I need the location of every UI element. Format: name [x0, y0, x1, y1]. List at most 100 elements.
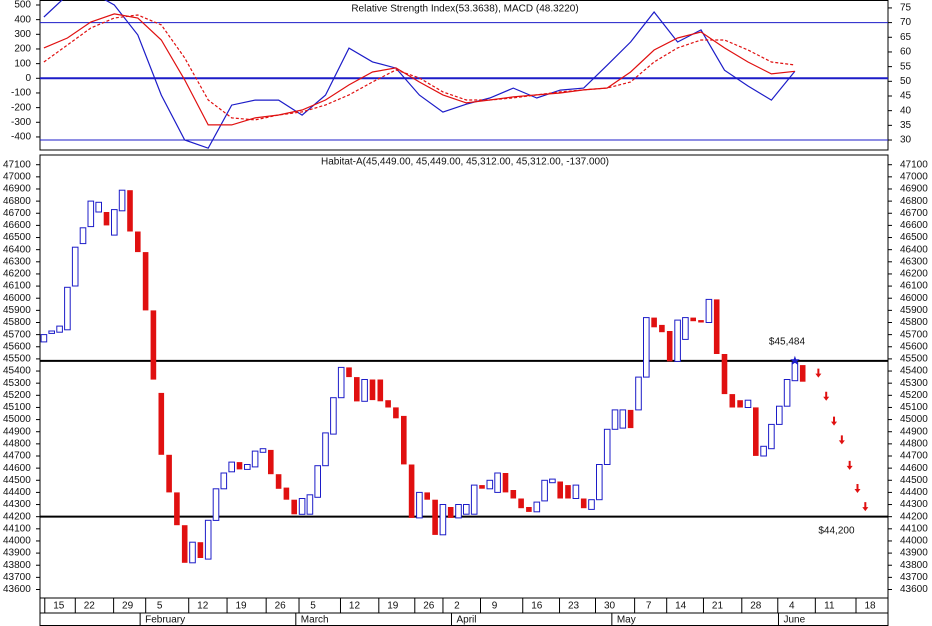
y-tick-label-right: 44200 [900, 511, 928, 522]
candle [236, 462, 243, 470]
y-tick-label-right: 44300 [900, 499, 928, 510]
candle [322, 432, 329, 467]
candle [369, 379, 376, 401]
y-tick-label: 44200 [3, 511, 31, 522]
candle [674, 319, 681, 362]
candle [572, 484, 580, 500]
y-tick-label-right: 46800 [900, 196, 928, 207]
y-tick-label: 44100 [3, 523, 31, 534]
candle [463, 504, 470, 515]
month-label: February [145, 615, 185, 626]
y-tick-label-right: 46700 [900, 208, 928, 219]
candle [268, 449, 274, 475]
candle [651, 317, 657, 328]
candle [447, 507, 454, 518]
y-tick-label: 44600 [3, 463, 31, 474]
candle [432, 499, 438, 535]
level-label: $45,484 [769, 336, 806, 347]
y-tick-label-right: 43900 [900, 548, 928, 559]
y-tick-label: 45300 [3, 378, 31, 389]
y-tick-label-right: 45400 [900, 366, 928, 377]
x-tick-label: 5 [310, 601, 316, 612]
candle [744, 399, 752, 409]
y-tick-label-right: 45700 [900, 329, 928, 340]
forecast-arrow [831, 416, 838, 426]
candle [470, 484, 478, 515]
y-tick-label-right: 47100 [900, 159, 928, 170]
y-tick-label: -300 [11, 117, 31, 128]
candle [799, 365, 806, 382]
y-tick-label: -400 [11, 132, 31, 143]
candle [158, 392, 165, 455]
y2-tick-label: 60 [900, 47, 912, 58]
candle [118, 189, 126, 212]
x-tick-label: 22 [84, 601, 96, 612]
indicator-title: Relative Strength Index(53.3638), MACD (… [351, 4, 578, 15]
indicator-frame [39, 0, 889, 151]
candle [713, 299, 720, 354]
candle [721, 354, 728, 395]
y-tick-label: 44300 [3, 499, 31, 510]
candle [408, 464, 415, 518]
y2-tick-label: 40 [900, 105, 912, 116]
candle [385, 400, 391, 408]
candle [705, 298, 713, 323]
y-tick-label-right: 46600 [900, 220, 928, 231]
y-tick-label-right: 45100 [900, 402, 928, 413]
candle [56, 325, 63, 333]
candle [228, 461, 235, 473]
x-tick-label: 16 [531, 601, 543, 612]
y-tick-label-right: 46400 [900, 244, 928, 255]
candle [627, 409, 634, 429]
y-tick-label: 43600 [3, 584, 31, 595]
y-tick-label-right: 44000 [900, 536, 928, 547]
candle [557, 481, 563, 499]
y-tick-label: 45200 [3, 390, 31, 401]
y-tick-label: 45100 [3, 402, 31, 413]
y-tick-label-right: 43700 [900, 572, 928, 583]
x-tick-label: 19 [235, 601, 247, 612]
x-tick-label: 9 [492, 601, 498, 612]
month-label: April [456, 615, 476, 626]
y-tick-label: 46600 [3, 220, 31, 231]
y-tick-label: 46700 [3, 208, 31, 219]
candle [526, 507, 532, 512]
y2-tick-label: 35 [900, 120, 912, 131]
candle [486, 479, 494, 490]
y-tick-label-right: 45600 [900, 341, 928, 352]
candle [291, 499, 297, 515]
y-tick-label: 45900 [3, 305, 31, 316]
forecast-arrow [862, 502, 869, 512]
y2-tick-label: 75 [900, 3, 912, 14]
y-tick-label: 46000 [3, 293, 31, 304]
candle [580, 498, 587, 509]
candle [518, 498, 524, 509]
y-tick-label: 43900 [3, 548, 31, 559]
x-tick-label: 11 [824, 601, 835, 612]
candle [87, 200, 95, 228]
candle [71, 246, 79, 287]
y2-tick-label: 65 [900, 32, 912, 43]
candle [635, 376, 642, 411]
candle [698, 320, 704, 323]
x-tick-label: 14 [675, 601, 687, 612]
y-tick-label-right: 45800 [900, 317, 928, 328]
candle [393, 407, 399, 419]
candle [502, 473, 509, 493]
candle [40, 334, 48, 343]
candle [337, 366, 345, 399]
forecast-arrow [846, 460, 853, 470]
candle [533, 501, 541, 513]
candle [596, 464, 603, 501]
candle [48, 330, 56, 334]
y-tick-label-right: 46000 [900, 293, 928, 304]
candle [791, 362, 799, 382]
y-tick-label: 44400 [3, 487, 31, 498]
candle [439, 504, 447, 536]
y2-tick-label: 70 [900, 17, 912, 28]
y-tick-label: -100 [11, 88, 31, 99]
y-tick-label: 44700 [3, 451, 31, 462]
candle [314, 465, 321, 498]
candle [416, 491, 423, 519]
